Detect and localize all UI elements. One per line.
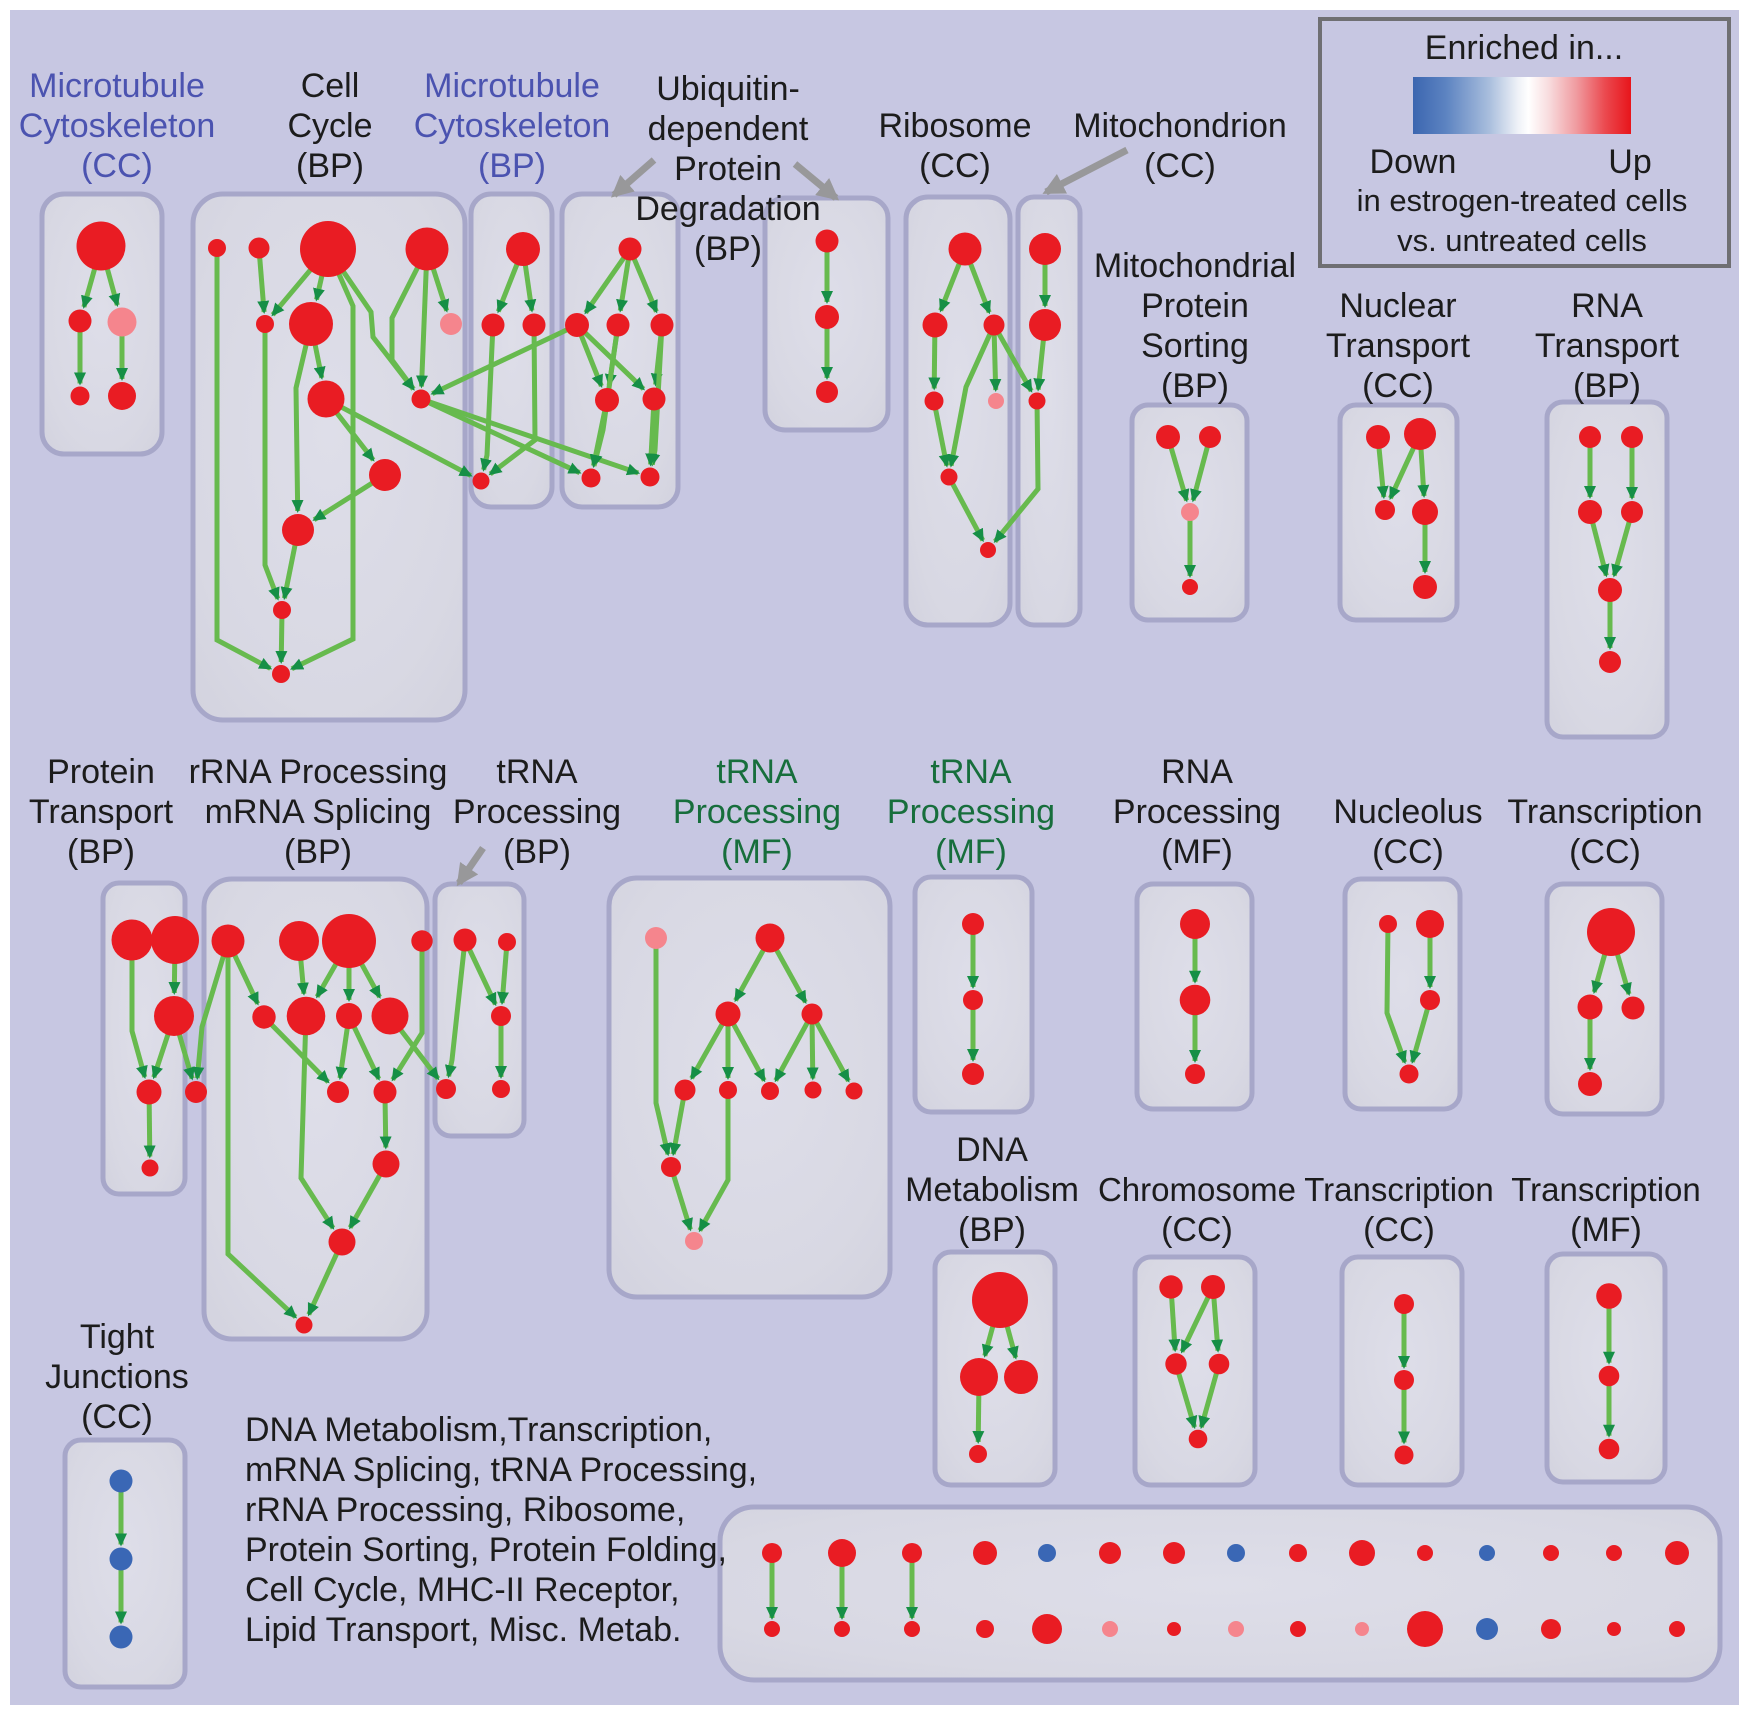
svg-text:Transport: Transport	[1535, 327, 1680, 365]
svg-text:Sorting: Sorting	[1141, 327, 1249, 365]
svg-text:Transcription: Transcription	[1304, 1171, 1494, 1208]
svg-text:mRNA Splicing, tRNA Processing: mRNA Splicing, tRNA Processing,	[245, 1451, 757, 1489]
svg-text:Processing: Processing	[453, 793, 621, 831]
svg-text:(CC): (CC)	[1362, 367, 1434, 405]
svg-text:(CC): (CC)	[919, 147, 991, 185]
svg-text:mRNA Splicing: mRNA Splicing	[205, 793, 432, 831]
svg-text:(CC): (CC)	[1569, 833, 1641, 871]
svg-text:Ubiquitin-: Ubiquitin-	[656, 70, 800, 108]
svg-text:RNA: RNA	[1571, 287, 1643, 325]
svg-text:(MF): (MF)	[1570, 1211, 1642, 1249]
svg-text:Enriched in...: Enriched in...	[1425, 29, 1623, 67]
svg-text:(BP): (BP)	[1161, 367, 1229, 405]
svg-text:Mitochondrial: Mitochondrial	[1094, 247, 1296, 285]
svg-text:Cytoskeleton: Cytoskeleton	[414, 107, 611, 145]
svg-text:(BP): (BP)	[284, 833, 352, 871]
svg-text:(CC): (CC)	[1144, 147, 1216, 185]
svg-text:Cycle: Cycle	[287, 107, 372, 145]
svg-text:Nucleolus: Nucleolus	[1333, 793, 1482, 831]
svg-text:DNA Metabolism,Transcription,: DNA Metabolism,Transcription,	[245, 1411, 712, 1449]
svg-text:(CC): (CC)	[81, 1398, 153, 1436]
svg-text:Microtubule: Microtubule	[424, 67, 600, 105]
svg-text:Ribosome: Ribosome	[878, 107, 1031, 145]
svg-text:Protein: Protein	[47, 753, 155, 791]
svg-text:Microtubule: Microtubule	[29, 67, 205, 105]
svg-text:(MF): (MF)	[721, 833, 793, 871]
svg-text:Nuclear: Nuclear	[1339, 287, 1456, 325]
svg-text:(BP): (BP)	[1573, 367, 1641, 405]
svg-text:Mitochondrion: Mitochondrion	[1073, 107, 1287, 145]
svg-text:Chromosome: Chromosome	[1098, 1171, 1296, 1208]
svg-text:Metabolism: Metabolism	[905, 1171, 1079, 1209]
svg-text:tRNA: tRNA	[930, 753, 1012, 791]
svg-text:(CC): (CC)	[81, 147, 153, 185]
svg-text:Transport: Transport	[29, 793, 174, 831]
svg-text:rRNA Processing: rRNA Processing	[189, 753, 448, 791]
svg-text:(BP): (BP)	[67, 833, 135, 871]
svg-text:(CC): (CC)	[1161, 1211, 1233, 1249]
svg-text:(BP): (BP)	[958, 1211, 1026, 1249]
svg-text:(MF): (MF)	[935, 833, 1007, 871]
svg-text:Transcription: Transcription	[1511, 1171, 1701, 1208]
svg-text:tRNA: tRNA	[716, 753, 798, 791]
svg-text:Protein: Protein	[1141, 287, 1249, 325]
svg-text:Protein Sorting, Protein Foldi: Protein Sorting, Protein Folding,	[245, 1531, 727, 1569]
svg-text:Tight: Tight	[80, 1318, 155, 1356]
svg-text:Transport: Transport	[1326, 327, 1471, 365]
svg-text:Cytoskeleton: Cytoskeleton	[19, 107, 216, 145]
svg-text:dependent: dependent	[648, 110, 809, 148]
svg-text:vs. untreated cells: vs. untreated cells	[1397, 223, 1647, 258]
svg-text:rRNA Processing, Ribosome,: rRNA Processing, Ribosome,	[245, 1491, 685, 1529]
svg-text:Junctions: Junctions	[45, 1358, 189, 1396]
svg-text:(BP): (BP)	[296, 147, 364, 185]
svg-text:(BP): (BP)	[478, 147, 546, 185]
svg-text:Lipid Transport, Misc. Metab.: Lipid Transport, Misc. Metab.	[245, 1611, 682, 1649]
svg-text:Processing: Processing	[673, 793, 841, 831]
svg-text:Up: Up	[1608, 143, 1651, 181]
svg-text:Protein: Protein	[674, 150, 782, 188]
svg-text:(CC): (CC)	[1372, 833, 1444, 871]
svg-text:(CC): (CC)	[1363, 1211, 1435, 1249]
svg-text:Processing: Processing	[1113, 793, 1281, 831]
svg-text:tRNA: tRNA	[496, 753, 578, 791]
svg-text:Transcription: Transcription	[1507, 793, 1702, 831]
svg-text:(MF): (MF)	[1161, 833, 1233, 871]
svg-text:(BP): (BP)	[503, 833, 571, 871]
svg-text:Cell: Cell	[301, 67, 360, 105]
svg-text:RNA: RNA	[1161, 753, 1233, 791]
svg-text:(BP): (BP)	[694, 230, 762, 268]
svg-text:Degradation: Degradation	[635, 190, 820, 228]
svg-text:DNA: DNA	[956, 1131, 1028, 1169]
svg-text:in estrogen-treated cells: in estrogen-treated cells	[1357, 183, 1688, 218]
svg-text:Processing: Processing	[887, 793, 1055, 831]
svg-text:Cell Cycle, MHC-II Receptor,: Cell Cycle, MHC-II Receptor,	[245, 1571, 680, 1609]
svg-text:Down: Down	[1370, 143, 1457, 181]
